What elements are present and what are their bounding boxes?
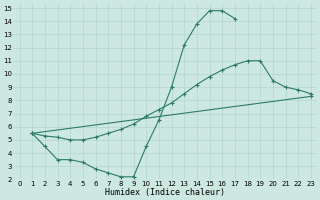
X-axis label: Humidex (Indice chaleur): Humidex (Indice chaleur): [105, 188, 225, 197]
